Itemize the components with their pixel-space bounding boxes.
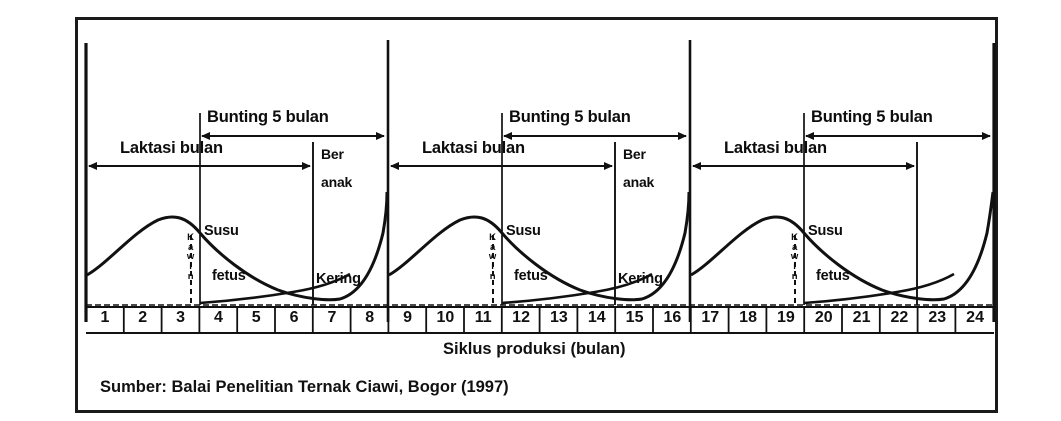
kawin-char: n	[187, 270, 194, 282]
kawin-label-cycle-2: K a w i n	[488, 233, 497, 281]
kawin-char: i	[793, 261, 796, 273]
beranak-label-line2-cycle-2: anak	[623, 174, 655, 190]
kawin-dashed-lines	[190, 235, 796, 305]
month-tick-label: 6	[289, 309, 299, 326]
source-caption: Sumber: Balai Penelitian Ternak Ciawi, B…	[100, 378, 509, 396]
kawin-char: K	[187, 232, 194, 243]
month-tick-label: 24	[966, 309, 984, 326]
fetus-label-cycle-3: fetus	[816, 268, 850, 284]
kawin-label-cycle-1: K a w i n	[186, 233, 195, 281]
kawin-label-cycle-3: K a w i n	[790, 233, 799, 281]
kawin-char: w	[790, 251, 799, 263]
month-tick-label: 15	[625, 309, 644, 326]
kawin-char: w	[488, 251, 497, 263]
month-tick-label: 9	[403, 309, 413, 326]
kawin-char: n	[489, 270, 496, 282]
kawin-char: a	[791, 241, 798, 253]
month-tick-label: 16	[663, 309, 682, 326]
kering-label-cycle-1: Kering	[316, 271, 361, 287]
susu-label-cycle-2: Susu	[506, 223, 541, 239]
susu-label-cycle-3: Susu	[808, 223, 843, 239]
x-axis-title: Siklus produksi (bulan)	[443, 340, 626, 358]
kawin-char: K	[791, 232, 798, 243]
kawin-char: i	[189, 261, 192, 273]
fetus-label-cycle-1: fetus	[212, 268, 246, 284]
laktasi-label-cycle-2: Laktasi bulan	[422, 139, 525, 157]
month-tick-label: 8	[365, 309, 375, 326]
fetus-label-cycle-2: fetus	[514, 268, 548, 284]
bunting-label-cycle-2: Bunting 5 bulan	[509, 108, 631, 126]
month-tick-label: 3	[176, 309, 186, 326]
kawin-char: i	[491, 261, 494, 273]
susu-curves	[86, 191, 995, 302]
beranak-label-line1-cycle-1: Ber	[321, 146, 344, 162]
month-tick-label: 2	[138, 309, 148, 326]
month-tick-label: 11	[474, 309, 492, 326]
fetus-curves	[199, 272, 955, 305]
month-tick-label: 17	[701, 309, 720, 326]
gestation-start-lines	[199, 113, 805, 305]
laktasi-label-cycle-3: Laktasi bulan	[724, 139, 827, 157]
month-tick-label: 7	[327, 309, 337, 326]
month-tick-separators	[122, 307, 957, 333]
kawin-char: n	[791, 270, 798, 282]
dryoff-boundary-lines	[312, 142, 918, 305]
kawin-char: a	[187, 241, 194, 253]
month-tick-label: 5	[251, 309, 261, 326]
month-tick-label: 19	[777, 309, 795, 326]
month-tick-label: 12	[512, 309, 530, 326]
laktasi-label-cycle-1: Laktasi bulan	[120, 139, 223, 157]
month-tick-label: 14	[587, 309, 606, 326]
month-tick-label: 21	[852, 309, 871, 326]
kawin-char: w	[186, 251, 195, 263]
figure-frame: Bunting 5 bulan Laktasi bulan Ber anak S…	[75, 17, 998, 413]
month-tick-label: 10	[436, 309, 455, 326]
cycle-separator-lines	[84, 40, 996, 322]
susu-label-cycle-1: Susu	[204, 223, 239, 239]
month-tick-label: 1	[100, 309, 110, 326]
month-tick-label: 22	[890, 309, 909, 326]
beranak-label-line2-cycle-1: anak	[321, 174, 353, 190]
production-cycle-chart: Bunting 5 bulan Laktasi bulan Ber anak S…	[78, 20, 1001, 416]
month-tick-label: 13	[550, 309, 568, 326]
month-tick-label: 20	[814, 309, 833, 326]
chart-svg	[84, 40, 996, 335]
month-tick-label: 4	[213, 309, 223, 326]
beranak-label-line1-cycle-2: Ber	[623, 146, 646, 162]
month-tick-label: 18	[739, 309, 757, 326]
kawin-char: K	[489, 232, 496, 243]
month-tick-label: 23	[928, 309, 947, 326]
kering-label-cycle-2: Kering	[618, 271, 663, 287]
bunting-label-cycle-3: Bunting 5 bulan	[811, 108, 933, 126]
bunting-label-cycle-1: Bunting 5 bulan	[207, 108, 329, 126]
kawin-char: a	[489, 241, 496, 253]
